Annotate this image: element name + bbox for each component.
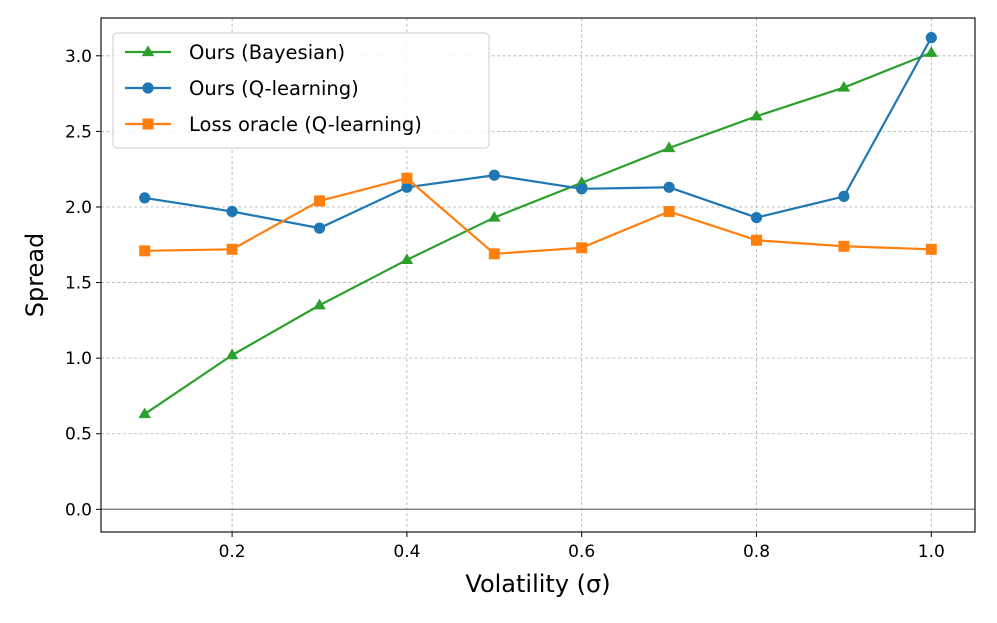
legend-box xyxy=(112,32,490,149)
legend-marker xyxy=(142,118,154,130)
data-point-3-9 xyxy=(838,240,850,252)
data-point-3-4 xyxy=(401,172,413,184)
data-point-2-3 xyxy=(313,222,326,234)
series-1 xyxy=(138,46,938,419)
y-tick-label: 0.0 xyxy=(65,500,92,520)
legend-entry-1: Ours (Bayesian) xyxy=(125,41,345,64)
data-point-3-6 xyxy=(576,242,588,254)
y-axis-ticks: 0.0 0.5 1.0 1.5 2.0 2.5 3.0 xyxy=(65,47,101,520)
data-point-1-2 xyxy=(225,348,239,360)
x-tick-label: 0.4 xyxy=(393,542,420,562)
plot-frame xyxy=(100,17,976,533)
legend-label: Ours (Bayesian) xyxy=(189,41,345,64)
data-point-1-8 xyxy=(750,109,763,121)
data-point-1-3 xyxy=(313,298,326,310)
legend-label: Ours (Q-learning) xyxy=(189,77,359,100)
x-tick-label: 0.2 xyxy=(219,542,246,562)
legend-entry-2: Ours (Q-learning) xyxy=(125,77,359,100)
data-point-2-5 xyxy=(488,169,500,181)
data-point-2-10 xyxy=(925,32,937,44)
data-point-2-8 xyxy=(750,211,763,224)
data-point-2-4 xyxy=(401,181,413,193)
legend-entry-3: Loss oracle (Q-learning) xyxy=(125,113,422,136)
x-tick-label: 0.8 xyxy=(743,542,770,562)
y-axis-label: Spread xyxy=(21,233,49,318)
data-point-1-1 xyxy=(138,407,151,419)
y-tick-label: 2.0 xyxy=(65,198,92,218)
data-point-3-8 xyxy=(751,234,762,246)
data-point-3-7 xyxy=(663,206,675,218)
series-line-2 xyxy=(144,37,933,230)
data-point-2-1 xyxy=(139,192,151,204)
data-point-2-6 xyxy=(576,183,588,195)
data-point-1-5 xyxy=(488,210,501,222)
y-tick-label: 1.5 xyxy=(65,274,92,294)
legend-marker xyxy=(142,82,154,94)
x-tick-label: 1.0 xyxy=(918,542,945,562)
data-point-2-9 xyxy=(838,190,850,202)
data-point-3-1 xyxy=(139,245,151,257)
data-point-1-9 xyxy=(837,80,851,92)
series-line-1 xyxy=(144,51,932,415)
y-tick-label: 2.5 xyxy=(65,122,92,142)
series-2 xyxy=(139,32,937,234)
y-tick-label: 3.0 xyxy=(65,47,92,67)
series-3 xyxy=(139,172,937,260)
legend: Ours (Bayesian) Ours (Q-learning) Loss ora… xyxy=(112,32,490,149)
x-tick-label: 0.6 xyxy=(568,542,595,562)
legend-label: Loss oracle (Q-learning) xyxy=(189,113,422,136)
data-point-3-2 xyxy=(226,243,238,255)
legend-marker xyxy=(141,45,155,57)
x-axis-ticks: 0.2 0.4 0.6 0.8 1.0 xyxy=(219,532,945,562)
data-point-1-7 xyxy=(662,141,676,153)
data-point-3-10 xyxy=(925,243,937,255)
data-point-1-4 xyxy=(400,253,414,264)
data-point-2-2 xyxy=(226,205,238,218)
y-tick-label: 1.0 xyxy=(65,349,92,369)
series-line-3 xyxy=(144,177,932,255)
data-point-3-5 xyxy=(488,248,500,260)
data-point-2-7 xyxy=(663,181,675,193)
data-point-1-10 xyxy=(925,46,938,57)
y-tick-label: 0.5 xyxy=(65,425,92,445)
series-layer xyxy=(138,32,938,419)
x-axis-label: Volatility (σ) xyxy=(465,570,610,598)
data-point-3-3 xyxy=(314,195,325,207)
